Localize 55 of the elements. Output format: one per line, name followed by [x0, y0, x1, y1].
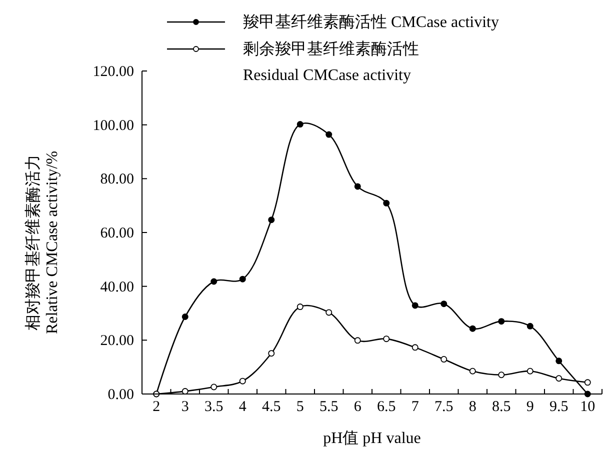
x-tick-label: 6: [354, 399, 362, 415]
x-tick-label: 3.5: [204, 399, 224, 415]
point: [440, 300, 448, 308]
point: [440, 356, 448, 363]
y-tick-label: 20.00: [100, 333, 134, 350]
y-axis-title: 相对羧甲基纤维素酶活力 Relative CMCase activity/%: [24, 150, 61, 334]
x-tick-label: 2: [152, 399, 160, 415]
point: [383, 336, 390, 342]
point: [210, 278, 218, 285]
point: [354, 183, 361, 190]
point: [182, 314, 188, 320]
point: [239, 276, 246, 282]
point: [326, 131, 332, 138]
point: [296, 304, 304, 310]
x-tick-label: 8: [468, 399, 476, 415]
y-tick-label: 120.00: [92, 64, 134, 80]
y-tick-label: 0.00: [108, 387, 134, 403]
point: [469, 325, 476, 332]
x-tick-label: 9.5: [550, 399, 568, 415]
point: [354, 337, 361, 344]
point: [383, 200, 390, 206]
point: [412, 302, 418, 309]
x-tick-label: 7.5: [434, 399, 454, 415]
x-tick-label: 4.5: [262, 399, 281, 415]
x-tick-label: 8.5: [492, 399, 511, 415]
x-axis-title: pH值 pH value: [323, 430, 421, 447]
x-tick-label: 4: [238, 399, 247, 415]
y-tick-label: 40.00: [100, 279, 134, 296]
point: [498, 318, 505, 325]
x-tick-label: 6.5: [377, 399, 396, 415]
y-tick-label: 60.00: [100, 226, 134, 242]
point: [296, 121, 304, 128]
point: [210, 384, 218, 390]
point: [268, 350, 275, 357]
x-tick-label: 5.5: [320, 399, 338, 415]
legend-label: 剩余羧甲基纤维素酶活性 Residual CMCase activity: [243, 40, 419, 84]
x-tick-label: 3: [181, 399, 189, 415]
point: [412, 344, 418, 351]
point: [239, 378, 246, 384]
y-tick-label: 80.00: [100, 172, 134, 188]
point: [326, 309, 332, 316]
point: [526, 322, 534, 330]
y-tick-label: 100.00: [92, 118, 134, 134]
point: [556, 358, 562, 364]
point: [268, 216, 275, 224]
x-tick-label: 10: [580, 399, 596, 415]
point: [498, 372, 505, 378]
x-tick-label: 9: [526, 399, 534, 415]
x-tick-label: 5: [296, 399, 304, 415]
x-tick-label: 7: [411, 399, 420, 415]
legend-label: 羧甲基纤维素酶活性 CMCase activity: [243, 13, 499, 31]
point: [584, 379, 591, 386]
point: [469, 368, 476, 374]
point: [556, 375, 562, 382]
point: [526, 368, 534, 374]
